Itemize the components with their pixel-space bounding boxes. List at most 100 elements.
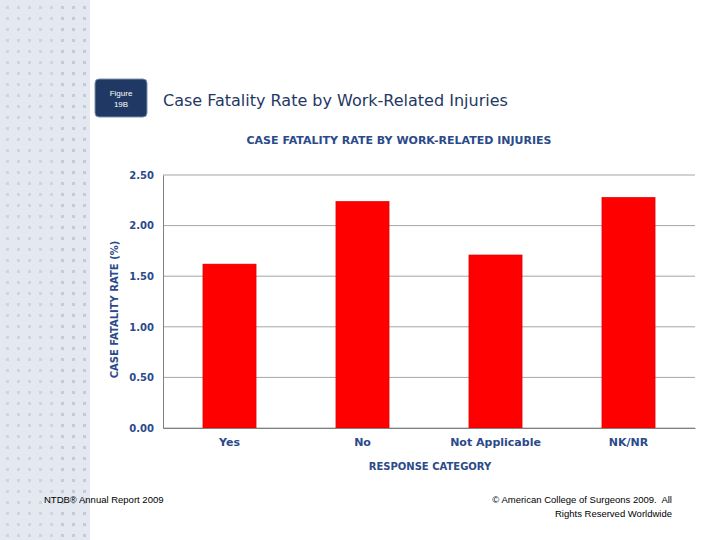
dot xyxy=(17,138,20,141)
dot xyxy=(83,512,86,515)
dot xyxy=(83,457,86,460)
dot xyxy=(83,435,86,438)
dot xyxy=(39,193,42,196)
dot xyxy=(39,6,42,9)
figure-box xyxy=(95,79,147,117)
dot xyxy=(83,204,86,207)
dot xyxy=(39,468,42,471)
dot xyxy=(39,512,42,515)
dot xyxy=(72,369,75,372)
dot xyxy=(83,39,86,42)
dot xyxy=(6,138,9,141)
dot xyxy=(39,116,42,119)
dot xyxy=(61,204,64,207)
dot xyxy=(6,336,9,339)
dot xyxy=(6,105,9,108)
dot xyxy=(72,490,75,493)
dot xyxy=(72,193,75,196)
dot xyxy=(50,127,53,130)
dot xyxy=(6,402,9,405)
dot xyxy=(17,6,20,9)
dot xyxy=(83,127,86,130)
x-tick-label: Not Applicable xyxy=(450,436,541,449)
dot xyxy=(39,457,42,460)
dot xyxy=(28,17,31,20)
dot xyxy=(50,534,53,537)
dot xyxy=(61,314,64,317)
dot xyxy=(6,226,9,229)
dot xyxy=(50,39,53,42)
x-axis-title: RESPONSE CATEGORY xyxy=(369,461,492,472)
dot xyxy=(28,28,31,31)
dot xyxy=(6,479,9,482)
dot xyxy=(39,534,42,537)
dot xyxy=(28,6,31,9)
dot xyxy=(61,446,64,449)
slide-heading: Case Fatality Rate by Work-Related Injur… xyxy=(163,91,508,110)
dot xyxy=(39,380,42,383)
dot xyxy=(50,380,53,383)
dot xyxy=(50,523,53,526)
dot xyxy=(50,402,53,405)
dot xyxy=(6,116,9,119)
dot xyxy=(50,369,53,372)
dot xyxy=(39,248,42,251)
dot xyxy=(50,17,53,20)
dot xyxy=(39,501,42,504)
dot xyxy=(72,336,75,339)
dot xyxy=(50,72,53,75)
dot xyxy=(83,193,86,196)
dot xyxy=(17,28,20,31)
dot xyxy=(83,292,86,295)
dot xyxy=(6,171,9,174)
dot xyxy=(72,149,75,152)
dot xyxy=(83,303,86,306)
dot xyxy=(50,358,53,361)
dot xyxy=(72,479,75,482)
dot xyxy=(6,127,9,130)
dot xyxy=(39,347,42,350)
dot xyxy=(17,490,20,493)
dot xyxy=(28,171,31,174)
y-tick-label: 1.50 xyxy=(129,271,154,282)
dot xyxy=(17,94,20,97)
dot xyxy=(50,259,53,262)
dot xyxy=(83,72,86,75)
y-tick-label: 1.00 xyxy=(129,322,154,333)
dot xyxy=(28,336,31,339)
dot xyxy=(50,446,53,449)
dot xyxy=(17,479,20,482)
dot xyxy=(61,83,64,86)
y-tick: 0.50 xyxy=(129,372,163,383)
dot xyxy=(39,479,42,482)
dot xyxy=(39,281,42,284)
dot xyxy=(6,501,9,504)
dot xyxy=(17,468,20,471)
dot xyxy=(61,402,64,405)
dot xyxy=(28,281,31,284)
dot xyxy=(28,259,31,262)
dot xyxy=(72,435,75,438)
dot xyxy=(6,39,9,42)
dot xyxy=(50,160,53,163)
dot xyxy=(83,138,86,141)
dot xyxy=(28,369,31,372)
dot xyxy=(17,347,20,350)
dot xyxy=(83,237,86,240)
dot xyxy=(72,226,75,229)
dot xyxy=(50,149,53,152)
dot xyxy=(72,50,75,53)
dot xyxy=(6,534,9,537)
dot xyxy=(17,270,20,273)
dot xyxy=(28,490,31,493)
dot xyxy=(72,204,75,207)
dot xyxy=(28,204,31,207)
dot xyxy=(39,413,42,416)
dot xyxy=(6,523,9,526)
dot xyxy=(6,193,9,196)
dot xyxy=(50,336,53,339)
figure-label: 19B xyxy=(114,100,128,109)
dot xyxy=(83,6,86,9)
dot xyxy=(50,105,53,108)
dot xyxy=(39,127,42,130)
